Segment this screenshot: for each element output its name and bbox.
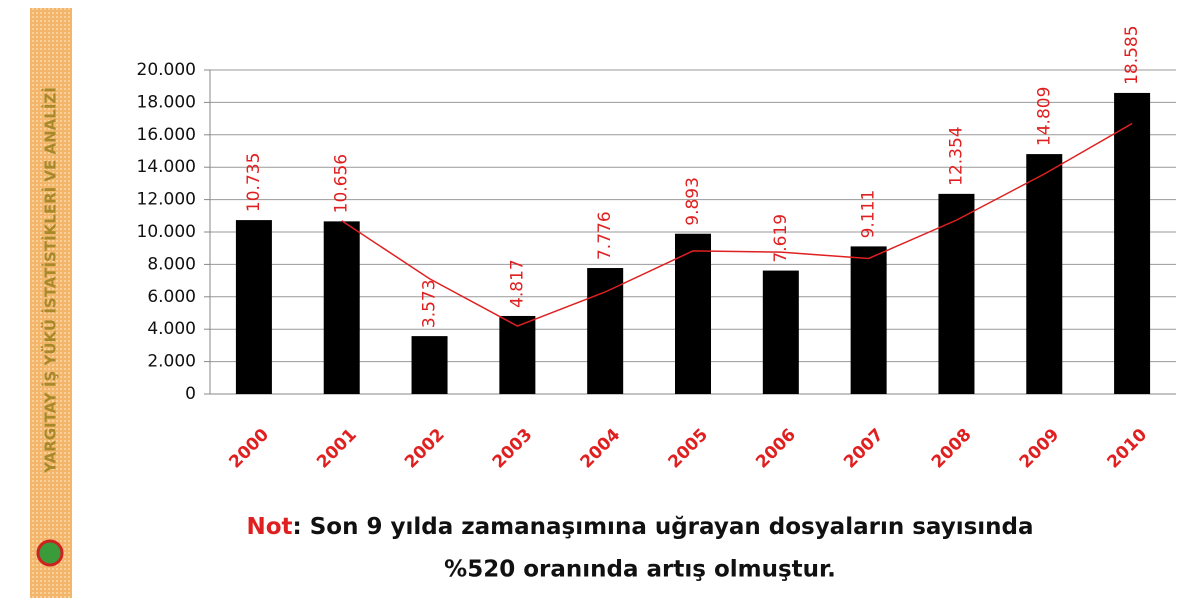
bar — [499, 315, 536, 394]
value-label: 12.354 — [946, 126, 966, 185]
bar — [762, 270, 799, 394]
bar — [411, 336, 448, 394]
x-tick-label: 2008 — [928, 425, 976, 473]
y-tick-label: 4.000 — [147, 319, 196, 339]
value-label: 18.585 — [1122, 25, 1142, 84]
value-label: 4.817 — [507, 259, 527, 308]
value-label: 3.573 — [420, 279, 440, 328]
value-label: 9.893 — [683, 177, 703, 226]
y-tick-label: 0 — [185, 384, 196, 404]
value-label: 9.111 — [859, 190, 879, 239]
note-line: : Son 9 yılda zamanaşımına uğrayan dosya… — [293, 514, 1034, 540]
x-tick-label: 2010 — [1104, 425, 1152, 473]
logo — [36, 539, 64, 567]
x-tick-label: 2005 — [664, 425, 712, 473]
x-tick-label: 2007 — [840, 425, 888, 473]
bar — [675, 233, 711, 394]
x-tick-label: 2004 — [577, 425, 625, 473]
y-tick-label: 16.000 — [137, 125, 196, 145]
bar — [1114, 92, 1151, 394]
y-tick-label: 14.000 — [137, 157, 196, 177]
bar — [938, 193, 975, 394]
y-tick-label: 8.000 — [147, 254, 196, 274]
x-tick-label: 2002 — [401, 425, 449, 473]
bar — [587, 268, 624, 394]
x-tick-label: 2006 — [752, 425, 800, 473]
note: Not: Son 9 yılda zamanaşımına uğrayan do… — [246, 514, 1033, 540]
x-tick-label: 2000 — [225, 425, 273, 473]
y-tick-label: 10.000 — [137, 222, 196, 242]
x-tick-label: 2003 — [489, 425, 537, 473]
x-tick-label: 2009 — [1016, 425, 1064, 473]
value-label: 10.656 — [332, 154, 352, 213]
bar — [323, 221, 360, 394]
note-label: Not — [246, 514, 292, 540]
y-tick-label: 6.000 — [147, 287, 196, 307]
bar — [850, 246, 887, 394]
y-tick-label: 2.000 — [147, 352, 196, 372]
value-label: 7.776 — [595, 211, 615, 260]
x-tick-label: 2001 — [313, 425, 361, 473]
note-line: %520 oranında artış olmuştur. — [444, 557, 836, 583]
trendline — [341, 122, 1133, 327]
bar — [1026, 154, 1063, 394]
y-tick-label: 12.000 — [137, 190, 196, 210]
sidebar — [30, 8, 72, 598]
y-tick-label: 20.000 — [137, 60, 196, 80]
value-label: 10.735 — [244, 153, 264, 212]
y-tick-label: 18.000 — [137, 92, 196, 112]
sidebar-text: YARGITAY İŞ YÜKÜ İSTATİSTİKLERİ VE ANALİ… — [41, 87, 60, 474]
bar — [235, 220, 272, 394]
value-label: 7.619 — [771, 214, 791, 263]
value-label: 14.809 — [1034, 87, 1054, 146]
